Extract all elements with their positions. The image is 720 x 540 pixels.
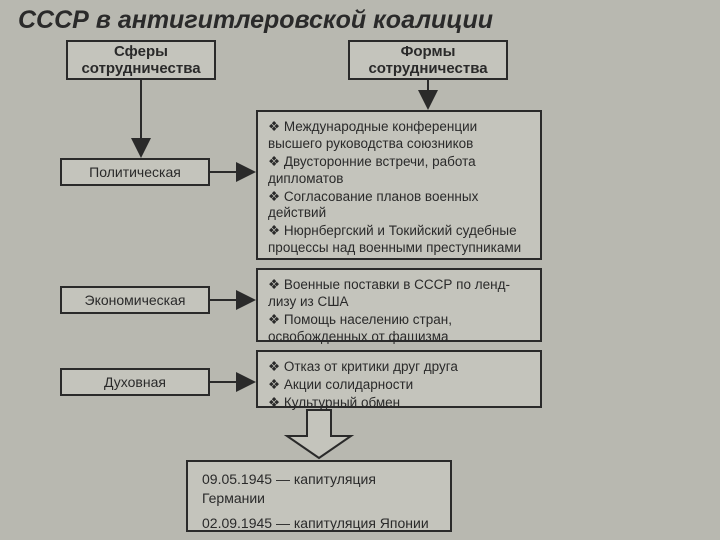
bullet-icon: ❖ — [268, 154, 280, 169]
detail-item: ❖ Международные конференции высшего руко… — [268, 119, 530, 153]
detail-item: ❖ Отказ от критики друг друга — [268, 359, 530, 376]
detail-item: ❖ Акции солидарности — [268, 377, 530, 394]
category-economic: Экономическая — [60, 286, 210, 314]
detail-text: Акции солидарности — [284, 377, 413, 392]
detail-item: ❖ Военные поставки в СССР по ленд-лизу и… — [268, 277, 530, 311]
detail-item: ❖ Двусторонние встречи, работа дипломато… — [268, 154, 530, 188]
detail-text: Отказ от критики друг друга — [284, 359, 458, 374]
bullet-icon: ❖ — [268, 395, 280, 410]
bullet-icon: ❖ — [268, 223, 280, 238]
detail-text: Международные конференции высшего руково… — [268, 119, 477, 151]
detail-text: Нюрнбергский и Токийский судебные процес… — [268, 223, 521, 255]
details-economic: ❖ Военные поставки в СССР по ленд-лизу и… — [256, 268, 542, 342]
header-spheres: Сферы сотрудничества — [66, 40, 216, 80]
bullet-icon: ❖ — [268, 277, 280, 292]
category-political: Политическая — [60, 158, 210, 186]
detail-text: Культурный обмен — [284, 395, 400, 410]
result-item: 09.05.1945 — капитуляция Германии — [202, 470, 436, 508]
detail-item: ❖ Культурный обмен — [268, 395, 530, 412]
bullet-icon: ❖ — [268, 359, 280, 374]
result-box: 09.05.1945 — капитуляция Германии 02.09.… — [186, 460, 452, 532]
detail-text: Военные поставки в СССР по ленд-лизу из … — [268, 277, 510, 309]
header-forms: Формы сотрудничества — [348, 40, 508, 80]
bullet-icon: ❖ — [268, 189, 280, 204]
result-item: 02.09.1945 — капитуляция Японии — [202, 514, 436, 533]
bullet-icon: ❖ — [268, 119, 280, 134]
detail-item: ❖ Согласование планов военных действий — [268, 189, 530, 223]
detail-item: ❖ Нюрнбергский и Токийский судебные проц… — [268, 223, 530, 257]
detail-text: Двусторонние встречи, работа дипломатов — [268, 154, 476, 186]
detail-item: ❖ Помощь населению стран, освобожденных … — [268, 312, 530, 346]
category-spiritual: Духовная — [60, 368, 210, 396]
detail-text: Помощь населению стран, освобожденных от… — [268, 312, 452, 344]
details-political: ❖ Международные конференции высшего руко… — [256, 110, 542, 260]
details-spiritual: ❖ Отказ от критики друг друга ❖ Акции со… — [256, 350, 542, 408]
bullet-icon: ❖ — [268, 312, 280, 327]
block-arrow-down — [287, 410, 351, 458]
detail-text: Согласование планов военных действий — [268, 189, 478, 221]
page-title: СССР в антигитлеровской коалиции — [18, 6, 493, 35]
bullet-icon: ❖ — [268, 377, 280, 392]
